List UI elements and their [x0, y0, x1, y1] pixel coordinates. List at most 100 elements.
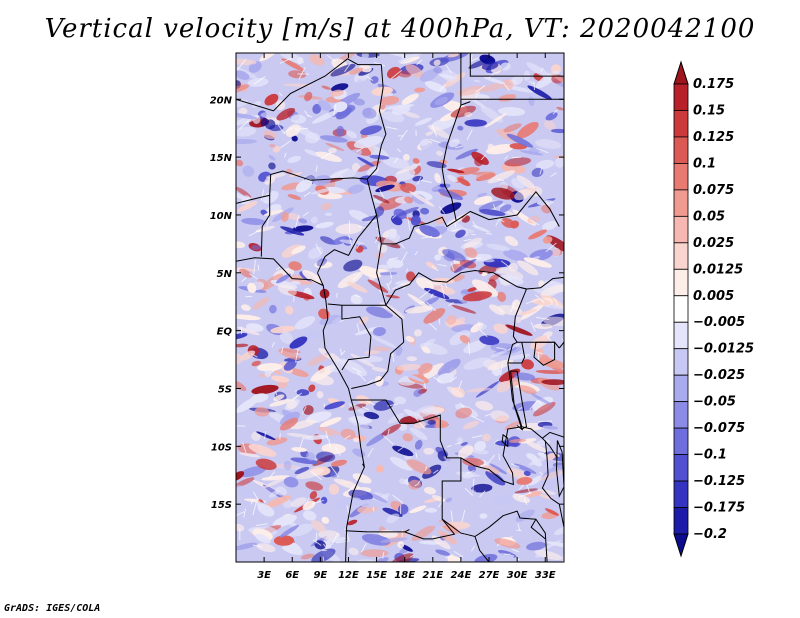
border-line: [507, 342, 526, 364]
field-blob: [251, 431, 261, 441]
field-blob: [486, 243, 511, 252]
field-streak: [450, 262, 455, 271]
field-blob: [542, 425, 559, 430]
field-blob: [353, 98, 366, 106]
field-streak: [356, 371, 367, 382]
field-streak: [399, 129, 408, 141]
field-streak: [530, 219, 539, 226]
field-blob: [236, 471, 245, 481]
field-blob: [315, 151, 343, 163]
field-blob: [290, 114, 307, 124]
field-blob: [257, 503, 275, 517]
field-blob: [340, 428, 356, 440]
field-blob: [330, 470, 339, 478]
field-streak: [344, 528, 351, 542]
field-blob: [367, 279, 389, 293]
field-blob: [321, 516, 330, 524]
field-blob: [400, 183, 417, 193]
field-blob: [269, 124, 284, 132]
field-blob: [373, 399, 394, 411]
field-blob: [509, 438, 527, 443]
field-streak: [530, 321, 536, 332]
field-blob: [276, 273, 291, 284]
field-streak: [461, 509, 466, 522]
field-blob: [545, 453, 556, 461]
field-blob: [412, 158, 420, 164]
field-blob: [453, 258, 477, 274]
field-blob: [373, 326, 386, 337]
field-blob: [278, 348, 301, 360]
field-blob: [256, 431, 276, 441]
field-streak: [477, 321, 481, 326]
field-streak: [466, 129, 473, 141]
field-blob: [450, 105, 477, 118]
field-streak: [466, 470, 475, 474]
field-blob: [491, 187, 516, 200]
field-blob: [546, 235, 564, 253]
field-streak: [475, 85, 486, 93]
field-streak: [509, 302, 516, 313]
field-blob: [403, 111, 420, 119]
field-blob: [236, 138, 257, 145]
field-blob: [247, 282, 257, 294]
field-blob: [263, 209, 284, 216]
field-streak: [283, 127, 294, 134]
field-blob: [506, 133, 534, 148]
field-blob: [312, 103, 322, 114]
field-blob: [404, 196, 414, 204]
field-blob: [432, 277, 455, 284]
field-blob: [288, 368, 309, 377]
field-streak: [486, 232, 492, 235]
field-streak: [312, 499, 324, 505]
field-streak: [391, 351, 395, 362]
field-blob: [279, 417, 299, 431]
field-blob: [494, 538, 521, 549]
field-blob: [268, 489, 281, 498]
field-streak: [414, 250, 418, 256]
field-blob: [539, 494, 553, 500]
field-blob: [532, 396, 554, 412]
field-blob: [294, 316, 316, 330]
field-streak: [487, 454, 496, 464]
lat-tick-label: 15S: [211, 500, 232, 511]
field-blob: [372, 346, 391, 352]
field-blob: [474, 440, 487, 452]
field-blob: [376, 464, 385, 473]
lake-outline: [510, 370, 528, 430]
field-blob: [346, 130, 358, 139]
field-streak: [415, 417, 425, 429]
field-blob: [333, 478, 362, 490]
field-blob: [239, 466, 267, 478]
field-blob: [401, 93, 419, 105]
field-blob: [487, 170, 516, 184]
field-streak: [275, 391, 278, 396]
field-streak: [366, 379, 374, 386]
field-blob: [247, 78, 269, 87]
field-blob: [386, 513, 400, 524]
field-streak: [307, 114, 313, 118]
field-blob: [413, 183, 441, 191]
field-streak: [333, 561, 334, 562]
field-blob: [402, 433, 413, 442]
field-streak: [450, 510, 454, 522]
field-blob: [540, 284, 564, 296]
field-streak: [295, 348, 299, 363]
field-streak: [495, 218, 500, 226]
field-blob: [325, 142, 345, 152]
field-blob: [368, 272, 376, 281]
field-blob: [325, 537, 348, 543]
field-blob: [335, 223, 363, 235]
field-streak: [340, 350, 346, 356]
field-blob: [238, 107, 248, 115]
field-blob: [280, 226, 305, 236]
colorbar-label: 0.075: [693, 183, 734, 198]
field-streak: [361, 406, 370, 411]
field-blob: [248, 376, 264, 387]
colorbar-label: −0.1: [693, 448, 727, 463]
field-blob: [324, 401, 345, 410]
field-streak: [526, 484, 531, 495]
field-blob: [273, 394, 285, 402]
field-blob: [462, 291, 493, 302]
field-blob: [413, 389, 423, 397]
border-line: [516, 276, 564, 290]
